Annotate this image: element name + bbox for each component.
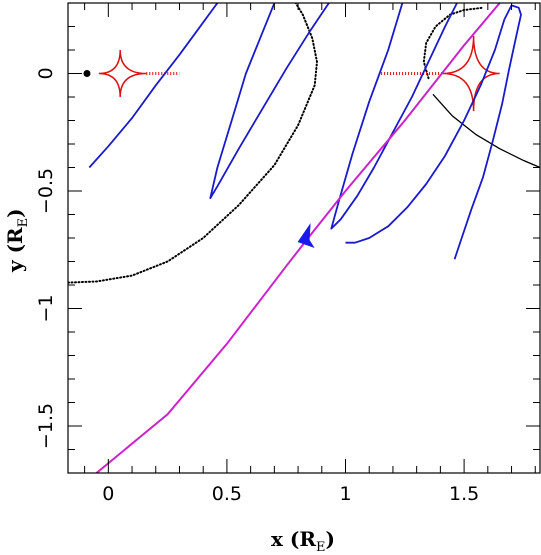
image-track-4 xyxy=(345,4,522,260)
x-tick-label: 0 xyxy=(102,483,114,505)
plot-area xyxy=(68,3,540,473)
direction-arrow-icon xyxy=(297,223,315,248)
x-tick-label: 1 xyxy=(339,483,351,505)
y-axis-label: y (RE) xyxy=(3,208,31,273)
x-tick-label: 0.5 xyxy=(212,483,242,505)
image-track-3 xyxy=(330,3,458,230)
y-tick-label: −1 xyxy=(35,294,57,322)
caustic-2 xyxy=(442,35,500,112)
critical-curve-3 xyxy=(432,94,540,169)
x-axis-label: x (RE) xyxy=(271,527,335,555)
source-trajectory xyxy=(95,3,501,473)
y-tick-label: −0.5 xyxy=(35,168,57,214)
critical-curve-1 xyxy=(68,3,319,284)
y-tick-label: −1.5 xyxy=(35,403,57,449)
x-tick-label: 1.5 xyxy=(449,483,479,505)
y-tick-label: 0 xyxy=(35,67,57,79)
image-track-2 xyxy=(209,3,330,199)
caustic-1 xyxy=(98,49,147,98)
lens-star-marker xyxy=(83,70,91,77)
image-track-1 xyxy=(88,3,219,169)
tick-labels: 0 0.5 1 1.5 0 −0.5 −1 −1.5 xyxy=(35,67,479,505)
axis-ticks xyxy=(68,2,540,474)
